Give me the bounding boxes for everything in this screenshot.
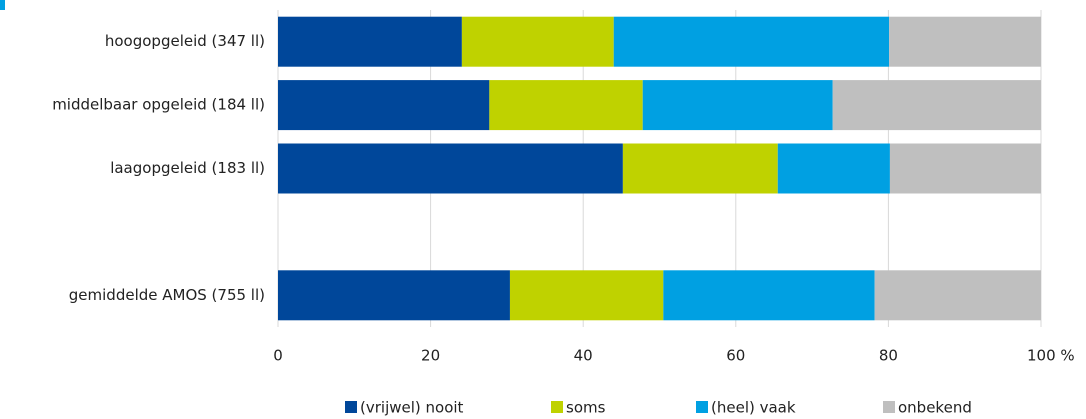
x-tick-label: 20: [421, 347, 440, 365]
legend-label: onbekend: [898, 399, 972, 417]
bar-segment: [278, 80, 490, 131]
bar-segment: [889, 143, 1041, 194]
legend-label: (vrijwel) nooit: [360, 399, 464, 417]
legend-swatch: [696, 401, 708, 413]
bar-segment: [832, 80, 1041, 131]
bar-segment: [278, 16, 462, 67]
x-tick-label: 60: [726, 347, 745, 365]
x-tick-label: 80: [879, 347, 898, 365]
legend-swatch: [551, 401, 563, 413]
legend-label: soms: [566, 399, 606, 417]
bar-segment: [461, 16, 614, 67]
x-tick-label: 100 %: [1027, 347, 1075, 365]
y-tick-label: hoogopgeleid (347 ll): [105, 32, 265, 50]
legend-swatch: [883, 401, 895, 413]
bar-segment: [874, 270, 1041, 321]
bar-segment: [622, 143, 778, 194]
bar-segment: [509, 270, 664, 321]
bar-segment: [889, 16, 1041, 67]
x-tick-label: 0: [273, 347, 283, 365]
bar-segment: [278, 143, 623, 194]
bar-segment: [613, 16, 890, 67]
legend-label: (heel) vaak: [711, 399, 796, 417]
y-tick-label: gemiddelde AMOS (755 ll): [69, 286, 265, 304]
x-tick-label: 40: [574, 347, 593, 365]
bar-segment: [278, 270, 510, 321]
bar-segment: [777, 143, 890, 194]
y-tick-label: middelbaar opgeleid (184 ll): [52, 96, 265, 114]
y-tick-label: laagopgeleid (183 ll): [110, 159, 265, 177]
bar-segment: [489, 80, 643, 131]
legend-swatch: [345, 401, 357, 413]
bar-segment: [663, 270, 875, 321]
corner-mark: [0, 0, 5, 10]
bar-segment: [642, 80, 833, 131]
